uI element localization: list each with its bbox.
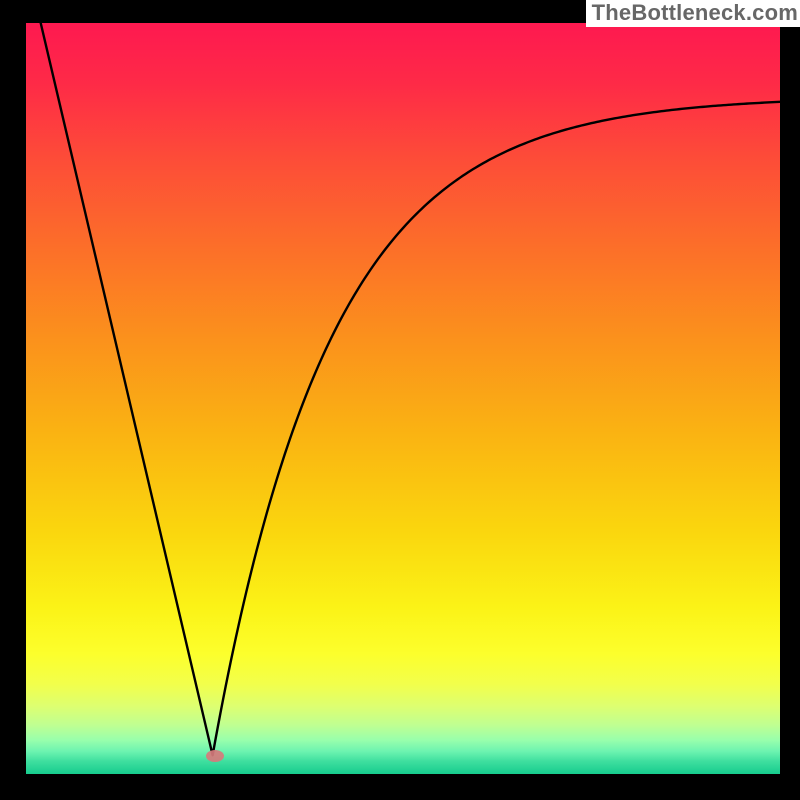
bottleneck-curve (26, 23, 780, 774)
minimum-marker (206, 750, 224, 762)
frame-border-right (780, 0, 800, 800)
frame-border-bottom (0, 774, 800, 800)
plot-area (26, 23, 780, 774)
watermark-label: TheBottleneck.com (586, 0, 800, 27)
frame-border-left (0, 0, 26, 800)
